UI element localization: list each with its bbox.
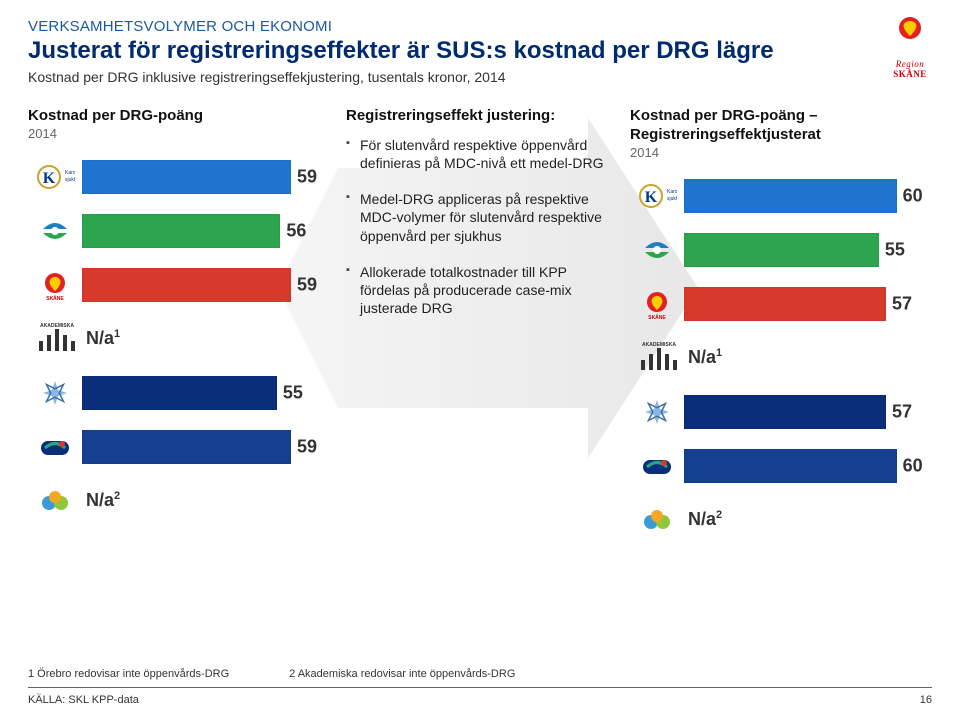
bar-wrap: 60 [684, 179, 932, 213]
bar-row: 55 [28, 371, 330, 415]
bar-row: SKÅNE 57 [630, 282, 932, 326]
bar [82, 268, 291, 302]
svg-text:SKÅNE: SKÅNE [46, 295, 64, 301]
bar-row: AKADEMISKA N/a1 [630, 336, 932, 380]
bar-row: K Karolinskasjukhuset 59 [28, 155, 330, 199]
source-label: KÄLLA: SKL KPP-data [28, 694, 139, 706]
svg-text:K: K [645, 189, 658, 206]
bar-row: 57 [630, 390, 932, 434]
bar-value-label: 57 [892, 293, 912, 314]
akademiska-icon: AKADEMISKA [630, 342, 684, 374]
right-chart-year: 2014 [630, 145, 932, 160]
bar [82, 214, 280, 248]
bar-wrap: 56 [82, 214, 330, 248]
region-skane-logo: RegionSKÅNE [882, 14, 938, 79]
bar-wrap: 59 [82, 430, 330, 464]
bullet-item: För slutenvård respektive öppenvård defi… [346, 136, 614, 172]
bar [82, 430, 291, 464]
bar [82, 376, 277, 410]
bar [684, 233, 879, 267]
bar-wrap: 60 [684, 449, 932, 483]
bar [82, 160, 291, 194]
left-rows: K Karolinskasjukhuset 59 56 SKÅNE 59 AKADEMISK… [28, 155, 330, 523]
na-label: N/a2 [86, 490, 120, 511]
bar-wrap: 55 [82, 376, 330, 410]
bar-value-label: 57 [892, 401, 912, 422]
bar-wrap: 59 [82, 268, 330, 302]
norrland-icon [630, 396, 684, 428]
akademiska-icon: AKADEMISKA [28, 323, 82, 355]
bar [684, 287, 886, 321]
bar-value-label: 59 [297, 436, 317, 457]
center-title: Registreringseffekt justering: [346, 107, 614, 126]
center-panel: Registreringseffekt justering: För slute… [340, 107, 620, 552]
linkoping-icon [28, 431, 82, 463]
bar-wrap: 57 [684, 395, 932, 429]
bar-row: 59 [28, 425, 330, 469]
right-chart-title: Kostnad per DRG-poäng – Registreringseff… [630, 107, 932, 145]
skane-icon: SKÅNE [630, 288, 684, 320]
left-chart-title: Kostnad per DRG-poäng [28, 107, 330, 126]
bar-value-label: 56 [286, 220, 306, 241]
svg-text:Karolinska: Karolinska [667, 189, 677, 195]
na-label: N/a1 [86, 328, 120, 349]
svg-text:sjukhuset: sjukhuset [65, 177, 75, 183]
bar-value-label: 59 [297, 274, 317, 295]
left-chart: Kostnad per DRG-poäng 2014 K Karolinskasj… [28, 107, 330, 552]
footnote-1: 1 Örebro redovisar inte öppenvårds-DRG [28, 668, 229, 680]
page-title: Justerat för registreringseffekter är SU… [28, 37, 932, 65]
karolinska-icon: K Karolinskasjukhuset [630, 180, 684, 212]
svg-text:K: K [43, 170, 56, 187]
bar [684, 179, 897, 213]
bar [684, 395, 886, 429]
sahlgrenska-icon [28, 215, 82, 247]
bar-wrap: 57 [684, 287, 932, 321]
bullet-item: Allokerade totalkostnader till KPP förde… [346, 263, 614, 318]
bar-row: AKADEMISKA N/a1 [28, 317, 330, 361]
svg-text:AKADEMISKA: AKADEMISKA [642, 342, 676, 348]
right-rows: K Karolinskasjukhuset 60 55 SKÅNE 57 AKADEMISK… [630, 174, 932, 542]
bar-wrap: 59 [82, 160, 330, 194]
bar-row: 60 [630, 444, 932, 488]
footnote-2: 2 Akademiska redovisar inte öppenvårds-D… [289, 668, 515, 680]
orebro-icon [630, 504, 684, 536]
orebro-icon [28, 485, 82, 517]
center-bullets: För slutenvård respektive öppenvård defi… [346, 136, 614, 318]
subtitle: Kostnad per DRG inklusive registreringse… [28, 69, 932, 85]
bar-row: 56 [28, 209, 330, 253]
skane-icon: SKÅNE [28, 269, 82, 301]
na-label: N/a2 [688, 509, 722, 530]
svg-text:sjukhuset: sjukhuset [667, 196, 677, 202]
bar-row: 55 [630, 228, 932, 272]
bar-value-label: 55 [885, 239, 905, 260]
bar-value-label: 60 [903, 455, 923, 476]
page-number: 16 [920, 694, 932, 706]
sahlgrenska-icon [630, 234, 684, 266]
right-chart: Kostnad per DRG-poäng – Registreringseff… [630, 107, 932, 552]
karolinska-icon: K Karolinskasjukhuset [28, 161, 82, 193]
bar-row: SKÅNE 59 [28, 263, 330, 307]
svg-text:SKÅNE: SKÅNE [648, 314, 666, 320]
bar-value-label: 59 [297, 166, 317, 187]
bar-row: N/a2 [28, 479, 330, 523]
bar-row: K Karolinskasjukhuset 60 [630, 174, 932, 218]
bar-value-label: 60 [903, 185, 923, 206]
svg-text:Karolinska: Karolinska [65, 170, 75, 176]
bar-row: N/a2 [630, 498, 932, 542]
overline: VERKSAMHETSVOLYMER OCH EKONOMI [28, 18, 932, 35]
norrland-icon [28, 377, 82, 409]
linkoping-icon [630, 450, 684, 482]
bar [684, 449, 897, 483]
left-chart-year: 2014 [28, 126, 330, 141]
bullet-item: Medel-DRG appliceras på respektive MDC-v… [346, 190, 614, 245]
bar-value-label: 55 [283, 382, 303, 403]
svg-text:AKADEMISKA: AKADEMISKA [40, 323, 74, 329]
na-label: N/a1 [688, 347, 722, 368]
footnotes: 1 Örebro redovisar inte öppenvårds-DRG 2… [28, 668, 515, 680]
bar-wrap: 55 [684, 233, 932, 267]
